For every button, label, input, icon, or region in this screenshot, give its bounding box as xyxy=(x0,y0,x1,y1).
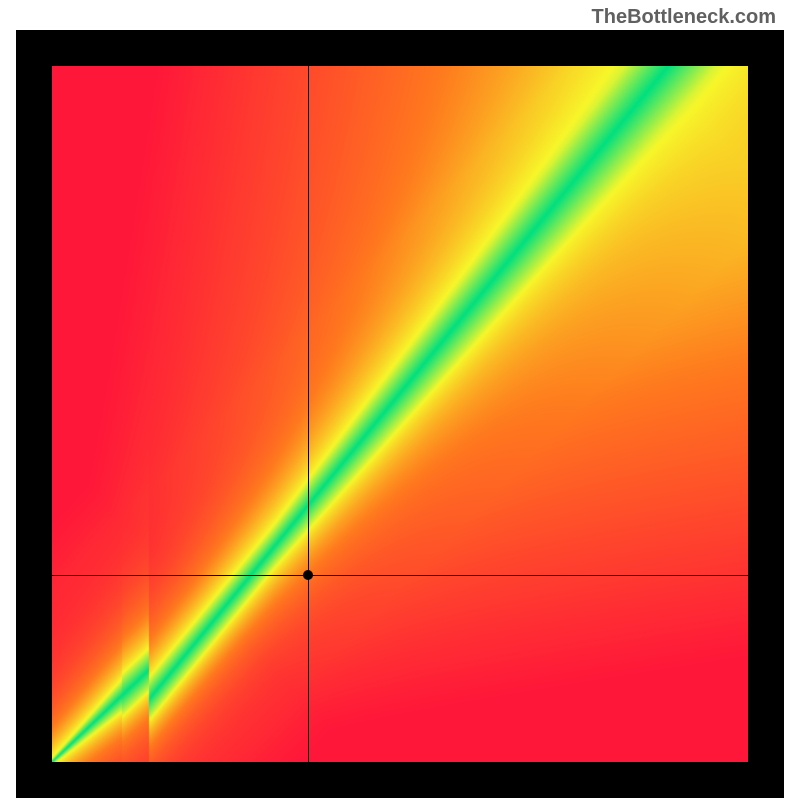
heatmap-plot xyxy=(52,66,748,762)
heatmap-canvas xyxy=(52,66,748,762)
crosshair-vertical xyxy=(308,66,309,762)
attribution-text: TheBottleneck.com xyxy=(592,6,776,29)
crosshair-horizontal xyxy=(52,575,748,576)
chart-container: TheBottleneck.com xyxy=(0,0,800,800)
operating-point-marker xyxy=(303,570,313,580)
